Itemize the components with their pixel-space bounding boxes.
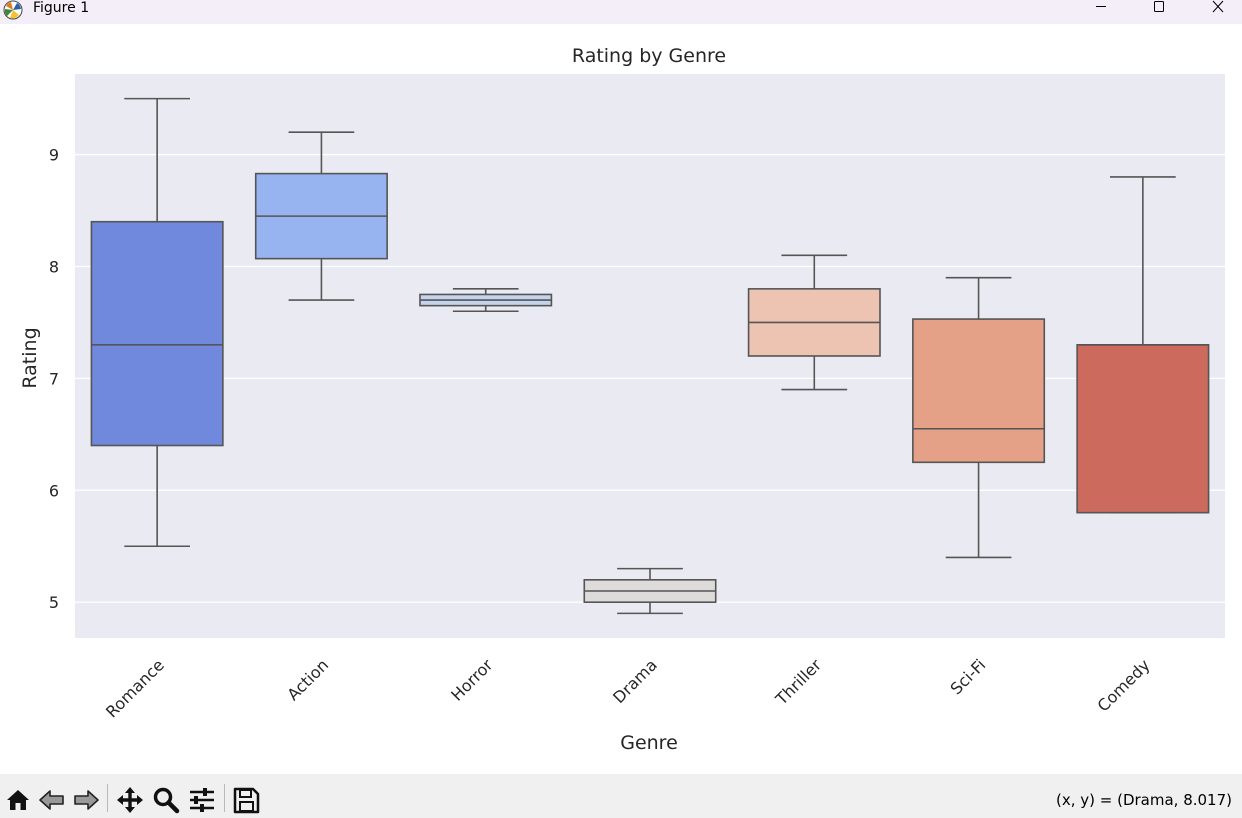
chart-title: Rating by Genre: [572, 45, 726, 67]
x-tick-label: Action: [283, 655, 332, 704]
minimize-button[interactable]: [1078, 0, 1124, 18]
y-axis-label: Rating: [19, 327, 41, 388]
zoom-button[interactable]: [150, 784, 182, 816]
box-romance: [90, 97, 224, 548]
matplotlib-logo-icon: [3, 0, 23, 20]
box-action: [254, 131, 388, 301]
box-sci-fi: [912, 276, 1046, 559]
figure-canvas[interactable]: 5 6 7 8 9 Romance Action Horror Drama Thriller Sci…: [0, 24, 1242, 774]
window-title: Figure 1: [33, 0, 90, 16]
plot-area: [75, 74, 1225, 638]
floppy-disk-icon: [233, 787, 260, 814]
box-comedy: [1076, 176, 1210, 514]
configure-subplots-button[interactable]: [186, 784, 218, 816]
y-tick-label: 6: [49, 481, 59, 500]
x-axis-label: Genre: [620, 732, 678, 754]
cursor-coordinates: (x, y) = (Drama, 8.017): [1056, 791, 1232, 809]
home-button[interactable]: [2, 784, 34, 816]
save-button[interactable]: [230, 784, 262, 816]
x-tick-label: Thriller: [771, 655, 825, 709]
sliders-icon: [190, 788, 214, 812]
move-icon: [117, 787, 143, 813]
minimize-icon: [1096, 6, 1106, 7]
close-button[interactable]: [1195, 0, 1241, 18]
title-bar: Figure 1: [0, 0, 1242, 24]
toolbar-separator: [107, 784, 108, 812]
iqr-box: [912, 318, 1046, 464]
box-drama: [583, 567, 717, 615]
navigation-toolbar: (x, y) = (Drama, 8.017): [0, 774, 1242, 818]
home-icon: [7, 790, 29, 810]
x-tick-label: Drama: [609, 655, 661, 707]
pan-button[interactable]: [114, 784, 146, 816]
maximize-icon: [1154, 1, 1164, 12]
y-tick-label: 8: [49, 257, 59, 276]
x-tick-label: Sci-Fi: [947, 655, 990, 698]
close-icon: [1212, 0, 1224, 13]
arrow-right-icon: [74, 790, 99, 810]
toolbar-separator: [224, 784, 225, 812]
iqr-box: [1076, 344, 1210, 514]
back-button[interactable]: [36, 784, 68, 816]
y-tick-label: 5: [49, 593, 59, 612]
x-tick-label: Horror: [447, 655, 497, 705]
arrow-left-icon: [39, 790, 64, 810]
maximize-button[interactable]: [1136, 0, 1182, 18]
y-tick-label: 7: [49, 369, 59, 388]
x-tick-label: Romance: [102, 655, 168, 721]
box-horror: [419, 288, 553, 313]
box-plot-chart: 5 6 7 8 9 Romance Action Horror Drama Thriller Sci…: [19, 45, 1225, 754]
y-tick-label: 9: [49, 146, 59, 165]
x-tick-label: Comedy: [1094, 655, 1154, 715]
iqr-box: [90, 220, 224, 447]
magnifier-icon: [153, 787, 180, 814]
box-thriller: [747, 254, 881, 391]
forward-button[interactable]: [70, 784, 102, 816]
